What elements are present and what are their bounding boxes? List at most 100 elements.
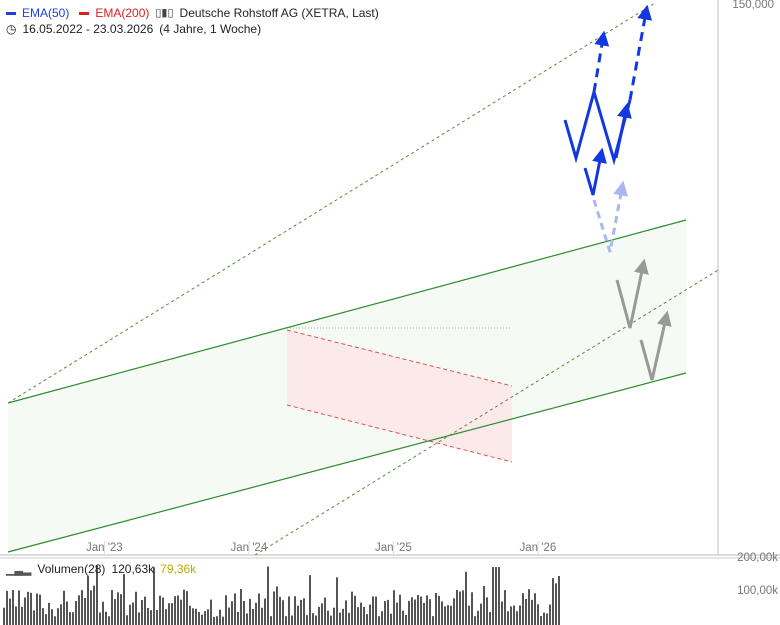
volume-bar-140 <box>423 603 425 625</box>
volume-bar-74 <box>225 595 227 625</box>
volume-bar-76 <box>231 601 233 625</box>
ema200-swatch <box>79 11 90 15</box>
volume-bar-180 <box>543 612 545 625</box>
volume-bar-50 <box>153 567 155 625</box>
volume-bar-90 <box>273 591 275 625</box>
volume-bar-69 <box>210 599 212 625</box>
volume-bar-89 <box>270 616 272 625</box>
volume-bar-49 <box>150 610 152 625</box>
volume-bar-163 <box>492 567 494 625</box>
volume-bar-99 <box>300 599 302 625</box>
volume-bar-100 <box>303 598 305 625</box>
volume-bar-3 <box>12 590 14 625</box>
volume-bar-167 <box>504 590 506 625</box>
volume-bar-33 <box>102 601 104 625</box>
x-tick-1: Jan '24 <box>231 542 268 554</box>
volume-bar-71 <box>216 616 218 625</box>
volume-bar-157 <box>474 616 476 625</box>
volume-bar-8 <box>27 591 29 625</box>
gray-scenario-path <box>615 258 649 329</box>
volume-bar-81 <box>246 613 248 625</box>
volume-bar-58 <box>177 595 179 625</box>
volume-bar-95 <box>288 596 290 625</box>
volume-bar-79 <box>240 589 242 625</box>
volume-bar-75 <box>228 607 230 625</box>
forecast-path-dip <box>583 147 607 196</box>
volume-bar-62 <box>189 605 191 625</box>
volume-bar-124 <box>375 596 377 625</box>
volume-bar-101 <box>306 615 308 625</box>
volume-bar-132 <box>399 594 401 625</box>
volume-bar-179 <box>540 616 542 625</box>
volume-bar-35 <box>108 616 110 625</box>
volume-bar-115 <box>348 612 350 625</box>
volume-bar-142 <box>429 599 431 625</box>
x-tick-0: Jan '23 <box>86 542 123 554</box>
volume-bar-52 <box>159 595 161 625</box>
flag-shade <box>287 330 512 462</box>
volume-bar-138 <box>417 594 419 625</box>
volume-bar-122 <box>369 604 371 625</box>
volume-bar-143 <box>432 616 434 625</box>
volume-bar-54 <box>165 609 167 625</box>
volume-bar-164 <box>495 567 497 625</box>
ema50-label: EMA(50) <box>22 6 70 20</box>
volume-bar-145 <box>438 595 440 625</box>
volume-bar-121 <box>366 614 368 625</box>
volume-bar-0 <box>3 607 5 625</box>
volume-bar-73 <box>222 616 224 625</box>
volume-bar-1 <box>6 590 8 625</box>
volume-bar-43 <box>132 602 134 625</box>
volume-bar-172 <box>519 605 521 625</box>
volume-bar-12 <box>39 594 41 625</box>
volume-bar-123 <box>372 596 374 625</box>
volume-bar-77 <box>234 593 236 625</box>
volume-bar-139 <box>420 596 422 625</box>
volume-bar-107 <box>324 597 326 625</box>
volume-bar-111 <box>336 577 338 625</box>
volume-bar-171 <box>516 611 518 625</box>
volume-bar-176 <box>531 599 533 625</box>
date-range: 16.05.2022 - 23.03.2026 <box>22 22 154 36</box>
volume-bar-64 <box>195 608 197 625</box>
chart-legend: EMA(50) EMA(200) ▯▮▯ Deutsche Rohstoff A… <box>6 5 379 37</box>
volume-bar-158 <box>477 610 479 625</box>
volume-bar-159 <box>480 603 482 625</box>
volume-bar-47 <box>144 596 146 625</box>
volume-bar-183 <box>552 577 554 625</box>
volume-bar-162 <box>489 612 491 625</box>
volume-bar-126 <box>381 611 383 625</box>
clock-icon: ◷ <box>6 22 17 36</box>
volume-bar-57 <box>174 596 176 625</box>
volume-bar-133 <box>402 610 404 625</box>
volume-bar-37 <box>114 599 116 625</box>
volume-bar-66 <box>201 614 203 625</box>
volume-bar-98 <box>297 605 299 625</box>
volume-bar-27 <box>84 597 86 625</box>
volume-bar-22 <box>69 612 71 625</box>
volume-bar-184 <box>555 583 557 625</box>
volume-bar-29 <box>90 590 92 625</box>
forecast-arrow-3 <box>614 102 632 159</box>
volume-bar-93 <box>282 600 284 625</box>
volume-bar-94 <box>285 616 287 625</box>
volume-bar-141 <box>426 595 428 625</box>
volume-bar-116 <box>351 591 353 625</box>
outer-trend-lower <box>254 269 718 555</box>
volume-bar-170 <box>513 605 515 625</box>
period-label: (4 Jahre, 1 Woche) <box>159 22 262 36</box>
volume-bar-63 <box>192 608 194 625</box>
volume-bar-84 <box>255 602 257 625</box>
volume-bar-92 <box>279 596 281 625</box>
volume-bar-136 <box>411 597 413 625</box>
volume-bar-154 <box>465 571 467 625</box>
volume-bar-88 <box>267 566 269 625</box>
volume-bar-128 <box>387 599 389 625</box>
volume-tick-200k: 200,00k <box>737 552 778 564</box>
volume-bar-7 <box>24 597 26 625</box>
x-tick-3: Jan '26 <box>520 542 557 554</box>
forecast-arrow-1 <box>592 30 610 93</box>
volume-bar-28 <box>87 575 89 625</box>
volume-bar-153 <box>462 590 464 625</box>
volume-bar-151 <box>456 589 458 625</box>
